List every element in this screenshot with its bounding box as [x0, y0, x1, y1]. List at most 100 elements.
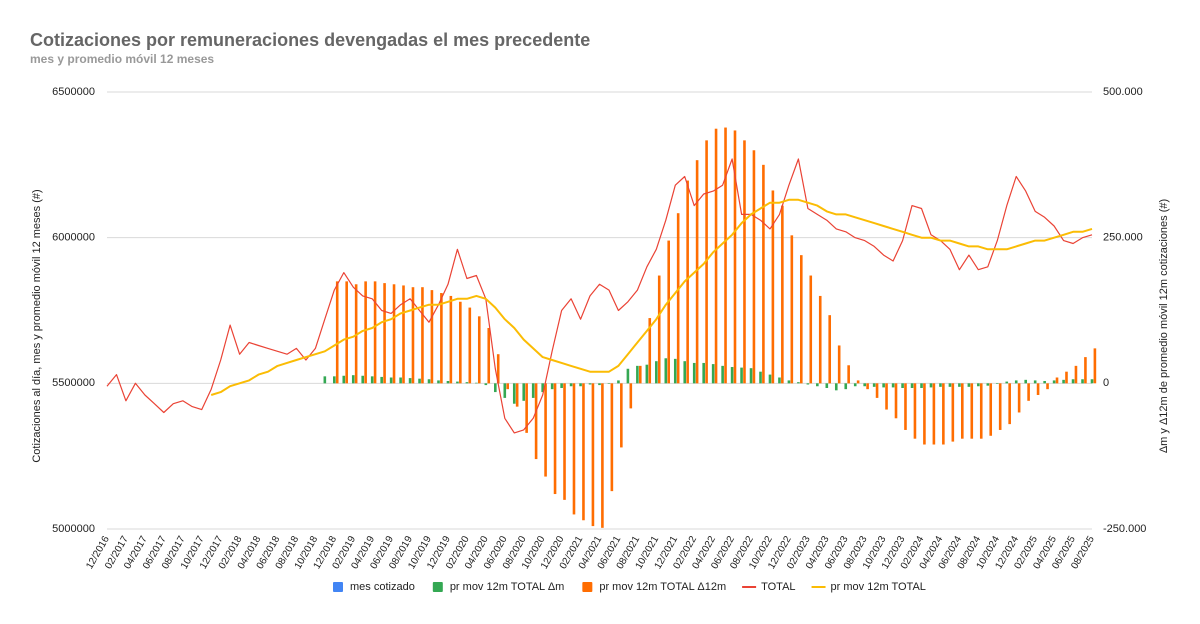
bar	[667, 240, 670, 384]
bar	[913, 383, 917, 439]
bar	[1033, 380, 1037, 384]
chart-title: Cotizaciones por remuneraciones devengad…	[30, 30, 590, 50]
bar	[797, 382, 800, 384]
bar	[1024, 379, 1028, 384]
bar	[856, 380, 860, 384]
bar	[979, 383, 983, 439]
bar	[496, 354, 500, 384]
bar	[648, 318, 652, 384]
bar	[392, 284, 396, 384]
bar	[588, 383, 592, 385]
bar	[361, 375, 365, 384]
bar	[733, 130, 737, 384]
bar	[759, 371, 762, 384]
bar	[553, 383, 557, 495]
bar	[1043, 381, 1046, 384]
bar	[866, 383, 869, 390]
bar	[986, 383, 990, 386]
bar	[920, 383, 923, 388]
bar	[333, 376, 336, 384]
bar	[664, 358, 668, 384]
y-tick-label: 6000000	[52, 232, 95, 244]
bar	[683, 361, 687, 384]
legend-label: pr mov 12m TOTAL	[831, 581, 926, 593]
line	[106, 158, 1093, 434]
bar	[1084, 357, 1087, 384]
bar	[790, 235, 794, 384]
bar	[522, 383, 526, 401]
bar	[421, 287, 424, 384]
bar	[1081, 379, 1084, 384]
legend-marker	[432, 582, 443, 592]
bar	[563, 383, 566, 500]
bar	[335, 281, 339, 384]
bar	[702, 362, 705, 384]
bar	[601, 383, 604, 528]
bar	[806, 383, 810, 385]
bar	[762, 164, 765, 384]
bar	[418, 378, 421, 384]
bar	[598, 383, 601, 386]
y2-tick-label: 0	[1103, 377, 1109, 389]
bar	[837, 345, 841, 384]
bar	[655, 361, 658, 384]
bar	[579, 383, 582, 387]
bar	[951, 383, 955, 442]
bar	[872, 383, 876, 387]
bar	[610, 383, 614, 492]
bar	[771, 190, 775, 384]
bar	[1065, 371, 1068, 384]
bar	[818, 295, 822, 384]
bar	[825, 383, 829, 388]
bar	[503, 383, 507, 398]
bar	[1017, 383, 1021, 413]
legend-marker	[333, 582, 343, 592]
bar	[411, 287, 415, 384]
bar	[875, 383, 879, 398]
bar	[550, 383, 554, 390]
bar	[626, 368, 630, 384]
bar	[525, 383, 528, 433]
bar	[1055, 377, 1059, 384]
bar	[484, 383, 488, 386]
bar	[534, 383, 538, 460]
bar	[910, 383, 914, 388]
bar	[370, 376, 374, 384]
bar	[459, 301, 462, 384]
bar	[582, 383, 585, 521]
bar	[468, 307, 472, 384]
bar	[657, 275, 661, 384]
bar	[942, 383, 945, 445]
bar	[958, 383, 961, 387]
bar	[768, 374, 772, 384]
y-tick-label: 5500000	[52, 377, 95, 389]
bar	[676, 213, 680, 384]
bar	[673, 358, 677, 384]
bar	[901, 383, 904, 388]
bar	[904, 383, 907, 430]
bar	[977, 383, 980, 387]
bar	[781, 205, 784, 384]
bar	[638, 365, 642, 384]
bar	[456, 381, 459, 384]
bar	[711, 364, 715, 384]
bar	[799, 255, 803, 384]
bar	[477, 316, 481, 384]
bar	[572, 383, 576, 515]
y2-tick-label: 500.000	[1103, 86, 1143, 98]
bar	[389, 377, 393, 384]
bar	[948, 383, 952, 387]
bar	[692, 362, 696, 384]
y2-tick-label: -250.000	[1103, 523, 1146, 535]
bar	[440, 293, 443, 384]
bar	[430, 290, 434, 384]
bar	[828, 315, 832, 384]
bar	[989, 383, 993, 436]
bar	[569, 383, 573, 387]
bar	[645, 364, 649, 384]
bar	[885, 383, 888, 410]
bar	[560, 383, 563, 388]
y-axis-title: Cotizaciones al día, mes y promedio móvi…	[31, 189, 43, 462]
bar	[891, 383, 895, 388]
bar	[752, 150, 756, 384]
